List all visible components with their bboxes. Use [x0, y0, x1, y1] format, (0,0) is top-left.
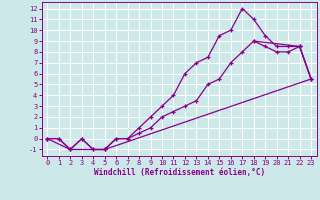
X-axis label: Windchill (Refroidissement éolien,°C): Windchill (Refroidissement éolien,°C): [94, 168, 265, 177]
